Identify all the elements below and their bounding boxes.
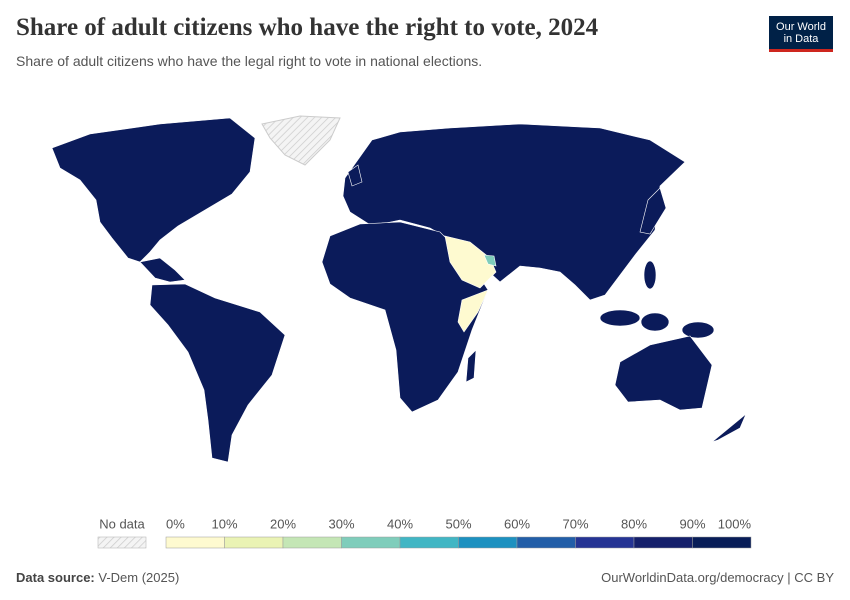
saudi-arabia[interactable] <box>444 235 497 289</box>
map: No data 0% 10% 20% 30% 40% 50% 60% 70% 80% 90% 100… <box>51 115 752 549</box>
legend-label: 70% <box>562 516 588 531</box>
link[interactable]: OurWorldinData.org/democracy | CC BY <box>601 570 834 585</box>
legend-bin <box>399 536 459 549</box>
madagascar[interactable] <box>465 349 477 383</box>
legend-label: 0% <box>166 516 185 531</box>
borneo[interactable] <box>640 312 670 332</box>
legend-bin <box>458 536 518 549</box>
title: Share of adult citizens who have the rig… <box>16 14 599 41</box>
philippines[interactable] <box>643 260 657 290</box>
legend-bin <box>341 536 401 549</box>
australia[interactable] <box>614 335 713 411</box>
africa[interactable] <box>321 221 489 413</box>
legend-bin <box>575 536 635 549</box>
no-data-swatch <box>97 536 147 549</box>
central-america[interactable] <box>139 257 186 283</box>
indonesia[interactable] <box>599 309 641 327</box>
source-label: Data source: <box>16 570 95 585</box>
logo[interactable]: Our World in Data <box>769 16 833 52</box>
legend-label: 50% <box>445 516 471 531</box>
logo-line: in Data <box>783 33 819 45</box>
legend-bin <box>633 536 693 549</box>
japan[interactable] <box>639 187 667 235</box>
legend-label: 40% <box>387 516 413 531</box>
uk[interactable] <box>347 164 363 187</box>
legend-label: 20% <box>270 516 296 531</box>
greenland[interactable] <box>261 115 341 166</box>
new-zealand[interactable] <box>711 413 747 443</box>
legend: No data 0% 10% 20% 30% 40% 50% 60% 70% 80% 90% 100… <box>97 516 752 549</box>
legend-bin <box>224 536 284 549</box>
legend-bin <box>692 536 752 549</box>
legend-label: 30% <box>328 516 354 531</box>
somalia[interactable] <box>457 289 489 333</box>
new-guinea[interactable] <box>681 321 715 339</box>
logo-line: Our World <box>776 21 826 33</box>
legend-label: 90% <box>679 516 705 531</box>
legend-bin <box>516 536 576 549</box>
source-text: V-Dem (2025) <box>98 570 180 585</box>
no-data-label: No data <box>99 516 145 531</box>
eurasia[interactable] <box>342 123 686 301</box>
legend-label: 100% <box>718 516 752 531</box>
legend-bin <box>165 536 225 549</box>
north-america[interactable] <box>51 117 256 263</box>
south-america[interactable] <box>149 283 286 463</box>
legend-label: 10% <box>211 516 237 531</box>
gulf-states[interactable] <box>483 254 497 267</box>
legend-label: 80% <box>621 516 647 531</box>
subtitle: Share of adult citizens who have the leg… <box>16 53 483 69</box>
legend-bin <box>282 536 342 549</box>
legend-label: 60% <box>504 516 530 531</box>
source: Data source: V-Dem (2025) <box>16 570 179 585</box>
